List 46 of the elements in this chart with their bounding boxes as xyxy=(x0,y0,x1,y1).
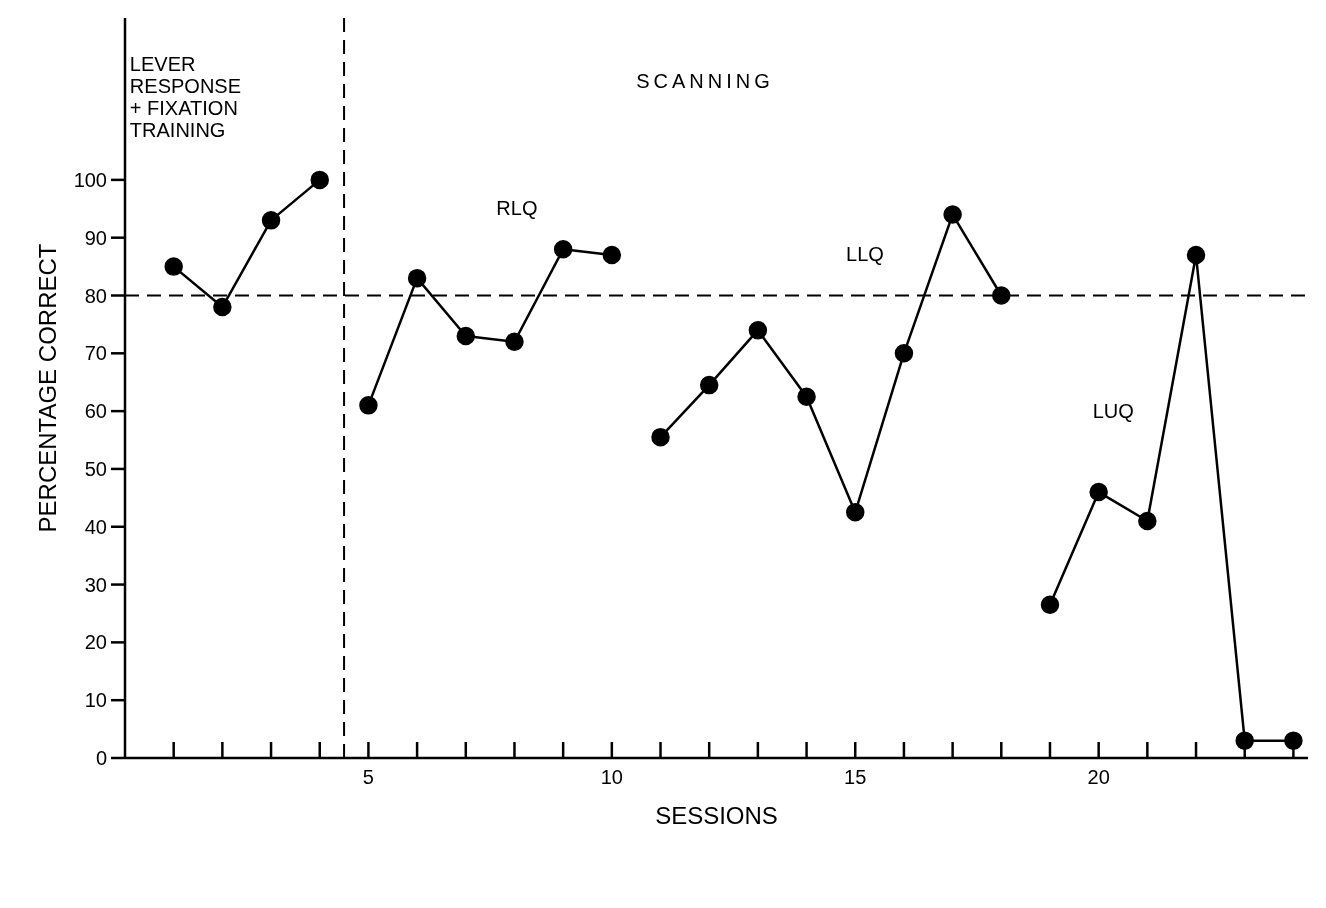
x-tick-label: 20 xyxy=(1087,766,1110,788)
x-tick-label: 5 xyxy=(362,766,374,788)
point xyxy=(748,320,768,340)
y-tick-label: 70 xyxy=(84,342,107,365)
y-tick-label: 60 xyxy=(84,400,107,423)
annotation: LLQ xyxy=(846,243,884,266)
point xyxy=(213,297,232,317)
point xyxy=(1040,595,1060,615)
y-tick-label: 50 xyxy=(84,457,107,480)
point xyxy=(651,427,670,447)
y-tick-label: 90 xyxy=(84,226,107,249)
annotation: SCANNING xyxy=(636,70,774,93)
point xyxy=(164,257,183,276)
point xyxy=(846,503,865,522)
y-tick-label: 20 xyxy=(84,631,107,654)
x-tick-label: 10 xyxy=(600,766,623,788)
point xyxy=(602,245,622,265)
point xyxy=(553,240,573,259)
x-axis-title: SESSIONS xyxy=(655,802,778,829)
y-tick-label: 30 xyxy=(84,573,107,596)
point xyxy=(992,286,1011,305)
y-tick-label: 0 xyxy=(95,747,107,769)
point xyxy=(1138,511,1157,531)
y-tick-label: 40 xyxy=(84,515,107,538)
annotation: LUQ xyxy=(1092,399,1134,422)
point xyxy=(943,205,962,224)
annotation: RLQ xyxy=(496,197,538,220)
y-axis-title: PERCENTAGE CORRECT xyxy=(33,243,61,533)
point xyxy=(505,332,524,351)
point xyxy=(699,375,719,395)
point xyxy=(1186,245,1206,265)
y-tick-label: 100 xyxy=(73,168,107,191)
point xyxy=(407,268,427,288)
point xyxy=(894,344,914,363)
y-tick-label: 80 xyxy=(84,284,107,307)
y-tick-label: 10 xyxy=(84,689,107,712)
point xyxy=(797,387,816,406)
point xyxy=(1089,482,1108,502)
annotation: LEVER RESPONSE + FIXATION TRAINING xyxy=(129,52,242,141)
point xyxy=(1235,731,1254,750)
x-tick-label: 15 xyxy=(844,766,867,788)
point xyxy=(1284,731,1303,750)
point xyxy=(261,211,281,230)
point xyxy=(456,326,476,346)
point xyxy=(359,396,378,415)
point xyxy=(310,170,329,190)
